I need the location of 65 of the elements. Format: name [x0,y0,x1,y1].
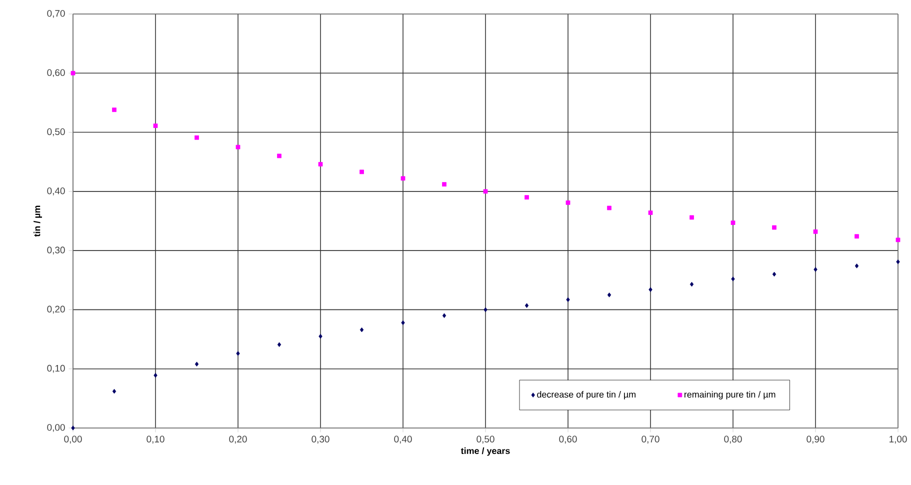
point [772,272,776,277]
x-tick-label: 0,40 [394,436,412,444]
x-tick-label: 1,00 [890,436,907,444]
point [400,176,406,181]
point [690,215,694,220]
y-tick-label: 0,40 [47,188,65,196]
point [112,108,116,112]
point [896,259,900,264]
x-tick-label: 0,20 [229,436,247,444]
point [318,162,323,166]
x-tick-label: 0,50 [476,436,494,444]
x-tick-label: 0,80 [724,436,742,444]
legend-label: decrease of pure tin / µm [537,391,636,400]
point [854,234,859,239]
point [442,313,446,318]
y-tick-label: 0,20 [47,306,65,314]
x-tick-label: 0,90 [806,436,824,444]
point [360,170,364,174]
y-tick-label: 0,70 [47,10,65,18]
point [566,297,570,302]
legend-label: remaining pure tin / µm [684,391,776,400]
x-tick-label: 0,00 [64,436,82,444]
point [360,327,364,332]
point [730,220,736,225]
point [483,189,488,194]
point [484,307,488,312]
point [524,195,529,200]
point [153,124,158,128]
y-tick-label: 0,00 [47,424,65,432]
point [71,426,75,430]
point [814,267,818,272]
point [566,200,570,205]
point [772,225,776,230]
y-tick-label: 0,10 [47,364,65,373]
y-axis-title: tin / µm [34,206,42,237]
point [194,135,199,140]
point [70,70,76,76]
x-tick-label: 0,70 [642,436,660,444]
point [607,292,612,298]
point [194,362,199,367]
point [813,229,818,234]
point [442,182,446,187]
point [401,320,405,326]
point [607,206,612,210]
point [236,351,240,356]
point [731,276,735,282]
y-tick-label: 0,30 [47,246,65,254]
point [854,264,859,268]
point [648,287,652,292]
x-tick-label: 0,10 [146,436,164,444]
point [154,372,158,378]
point [896,238,900,242]
point [648,210,653,215]
point [236,144,240,150]
point [277,342,282,347]
point [277,154,282,158]
point [112,388,116,394]
point [524,303,529,308]
y-tick-label: 0,60 [47,69,65,78]
x-tick-label: 0,30 [312,436,330,444]
y-tick-label: 0,50 [47,128,65,136]
x-tick-label: 0,60 [559,436,577,444]
point [690,282,694,287]
point [318,334,322,339]
x-axis-title: time / years [460,447,510,456]
